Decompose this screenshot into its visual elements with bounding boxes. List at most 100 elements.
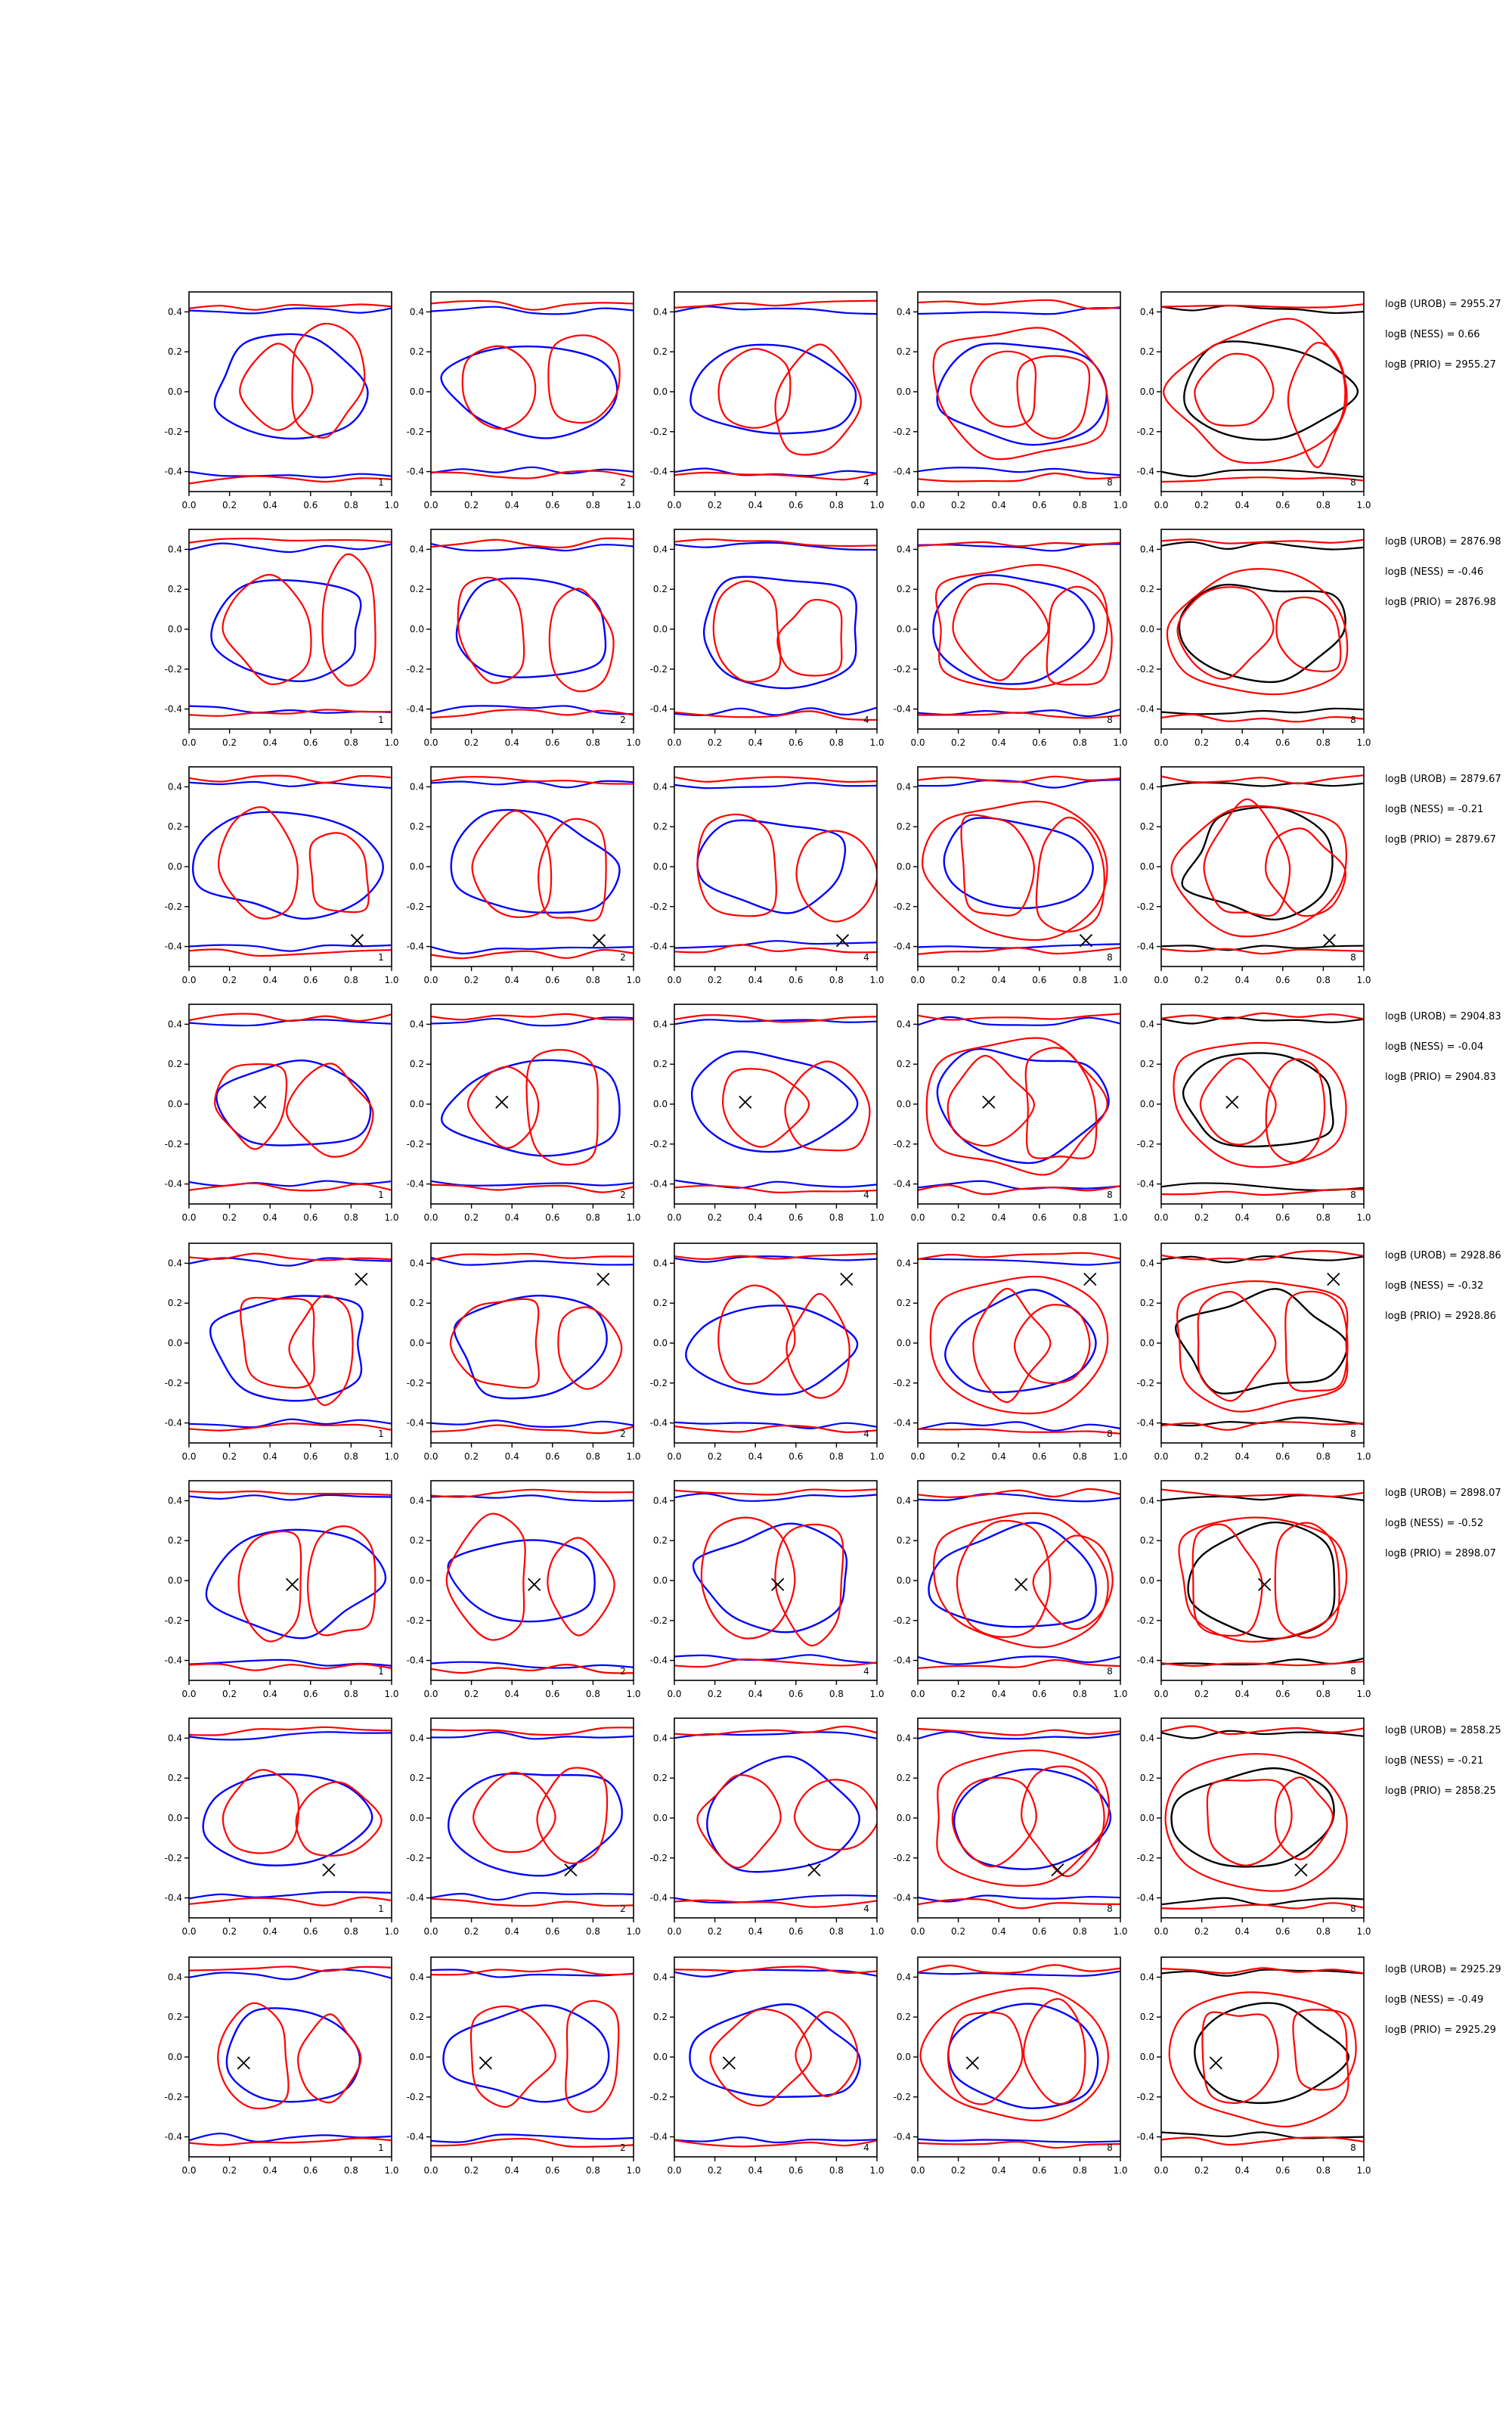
boundary-contour — [1161, 1902, 1364, 1910]
inner-contour — [209, 1295, 364, 1402]
y-tick-label: -0.4 — [1137, 467, 1154, 477]
x-tick-label: 0.6 — [545, 500, 559, 510]
x-tick-label: 0.6 — [1275, 500, 1290, 510]
boundary-contour — [1161, 1660, 1364, 1668]
inner-contour — [947, 2012, 1024, 2105]
contour-lines — [189, 303, 392, 485]
contour-lines — [918, 299, 1120, 482]
x-tick-label: 0.2 — [464, 1926, 479, 1937]
y-tick-label: 0.4 — [653, 306, 668, 317]
boundary-contour — [431, 1488, 634, 1498]
x-tick-label: 0.8 — [1316, 1212, 1331, 1223]
panel-r4-c1: 0.0 0.2 0.4 0.6 0.8 1.0 0.4 0.2 0.0 -0.2 -0.4 1 — [165, 1004, 399, 1223]
x-tick-label: 1.0 — [869, 1689, 884, 1699]
boundary-contour — [1161, 1012, 1364, 1020]
inner-contour — [455, 577, 607, 678]
panel-r3-c5: 0.0 0.2 0.4 0.6 0.8 1.0 0.4 0.2 0.0 -0.2 -0.4 8 — [1137, 766, 1371, 985]
boundary-contour — [674, 1019, 877, 1025]
axes-frame — [188, 1004, 392, 1205]
boundary-contour — [189, 1731, 392, 1741]
boundary-contour — [1161, 1967, 1364, 1975]
panel-r4-c5: 0.0 0.2 0.4 0.6 0.8 1.0 0.4 0.2 0.0 -0.2 -0.4 8 — [1137, 1004, 1371, 1223]
y-tick-label: 0.4 — [410, 1258, 424, 1268]
x-tick-label: 1.0 — [384, 975, 398, 985]
inner-contour — [471, 810, 553, 918]
panel-r1-c1: 0.0 0.2 0.4 0.6 0.8 1.0 0.4 0.2 0.0 -0.2 -0.4 1 — [165, 291, 399, 510]
x-tick-label: 0.2 — [222, 1689, 237, 1699]
inner-contour — [288, 1295, 354, 1407]
x-marker — [722, 2056, 736, 2070]
boundary-contour — [918, 1488, 1120, 1498]
boundary-contour — [674, 944, 877, 954]
x-tick-label: 0.0 — [1154, 2165, 1168, 2176]
x-marker — [1258, 1578, 1272, 1591]
boundary-contour — [189, 307, 392, 315]
y-tick-label: -0.4 — [165, 1655, 182, 1666]
inner-contour — [972, 1287, 1052, 1404]
y-tick-label: -0.4 — [165, 2132, 182, 2142]
x-tick-label: 0.6 — [303, 2165, 318, 2176]
boundary-contour — [431, 1184, 634, 1193]
x-tick-label: 1.0 — [626, 1926, 640, 1937]
y-tick-label: -0.4 — [894, 467, 911, 477]
x-tick-label: 1.0 — [1356, 1212, 1371, 1223]
x-tick-label: 0.0 — [667, 1451, 681, 1462]
panel-r1-c3: 0.0 0.2 0.4 0.6 0.8 1.0 0.4 0.2 0.0 -0.2 -0.4 4 — [650, 291, 885, 510]
inner-contour — [213, 333, 369, 440]
y-tick-label: 0.0 — [168, 861, 182, 872]
x-tick-label: 1.0 — [1113, 1451, 1127, 1462]
x-tick-label: 0.2 — [1194, 1926, 1209, 1937]
inner-contour — [1203, 798, 1291, 917]
x-marker — [1209, 2056, 1222, 2070]
panel-tag: 8 — [1350, 1190, 1356, 1200]
contour-lines — [431, 1252, 634, 1435]
x-tick-label: 1.0 — [626, 1689, 640, 1699]
x-tick-label: 0.4 — [748, 1212, 763, 1223]
panel-tag: 2 — [620, 1190, 626, 1200]
x-tick-label: 0.8 — [586, 2165, 600, 2176]
contour-lines — [1161, 1488, 1364, 1668]
panel-r7-c5: 0.0 0.2 0.4 0.6 0.8 1.0 0.4 0.2 0.0 -0.2 -0.4 8 — [1137, 1717, 1371, 1937]
inner-contour — [218, 806, 299, 920]
logb-annotations: logB (UROB) = 2925.29 logB (NESS) = -0.49… — [1385, 1964, 1501, 2036]
x-tick-label: 0.4 — [1235, 1212, 1250, 1223]
boundary-contour — [189, 1969, 392, 1981]
boundary-contour — [1161, 1488, 1364, 1497]
y-tick-label: 0.0 — [410, 1099, 424, 1109]
x-tick-label: 0.0 — [423, 2165, 438, 2176]
inner-contour — [461, 345, 537, 430]
boundary-contour — [189, 2137, 392, 2146]
panel-r3-c3: 0.0 0.2 0.4 0.6 0.8 1.0 0.4 0.2 0.0 -0.2 -0.4 4 — [650, 766, 885, 985]
logb-annotation: logB (NESS) = -0.52 — [1385, 1518, 1483, 1529]
x-tick-label: 0.2 — [1194, 737, 1209, 748]
y-tick-label: 0.0 — [653, 386, 668, 397]
outer-contour — [925, 1037, 1108, 1176]
y-tick-label: -0.2 — [165, 1378, 182, 1388]
x-tick-label: 1.0 — [869, 1926, 884, 1937]
y-tick-label: 0.0 — [410, 1338, 424, 1348]
x-tick-label: 0.8 — [1073, 1689, 1087, 1699]
x-tick-label: 0.6 — [303, 500, 318, 510]
x-tick-label: 0.2 — [708, 737, 722, 748]
inner-contour — [442, 2004, 610, 2103]
y-tick-label: 0.2 — [1140, 1535, 1154, 1546]
contour-lines — [431, 1488, 634, 1674]
panel-r8-c2: 0.0 0.2 0.4 0.6 0.8 1.0 0.4 0.2 0.0 -0.2 -0.4 2 — [407, 1956, 641, 2176]
outer-contour — [1166, 568, 1349, 696]
boundary-contour — [431, 1016, 634, 1027]
y-tick-label: 0.0 — [410, 861, 424, 872]
y-tick-label: -0.4 — [165, 1179, 182, 1190]
y-tick-label: 0.0 — [168, 1338, 182, 1348]
boundary-contour — [674, 1488, 877, 1496]
boundary-contour — [431, 1663, 634, 1674]
inner-contour — [1201, 2011, 1279, 2104]
panel-tag: 4 — [863, 952, 869, 963]
y-tick-label: -0.2 — [407, 1378, 424, 1388]
boundary-contour — [1161, 1188, 1364, 1196]
x-tick-label: 0.0 — [1154, 1212, 1168, 1223]
x-tick-label: 0.2 — [951, 975, 965, 985]
x-tick-label: 0.6 — [789, 1212, 803, 1223]
panel-tag: 2 — [620, 1903, 626, 1914]
y-tick-label: 0.2 — [897, 584, 911, 594]
